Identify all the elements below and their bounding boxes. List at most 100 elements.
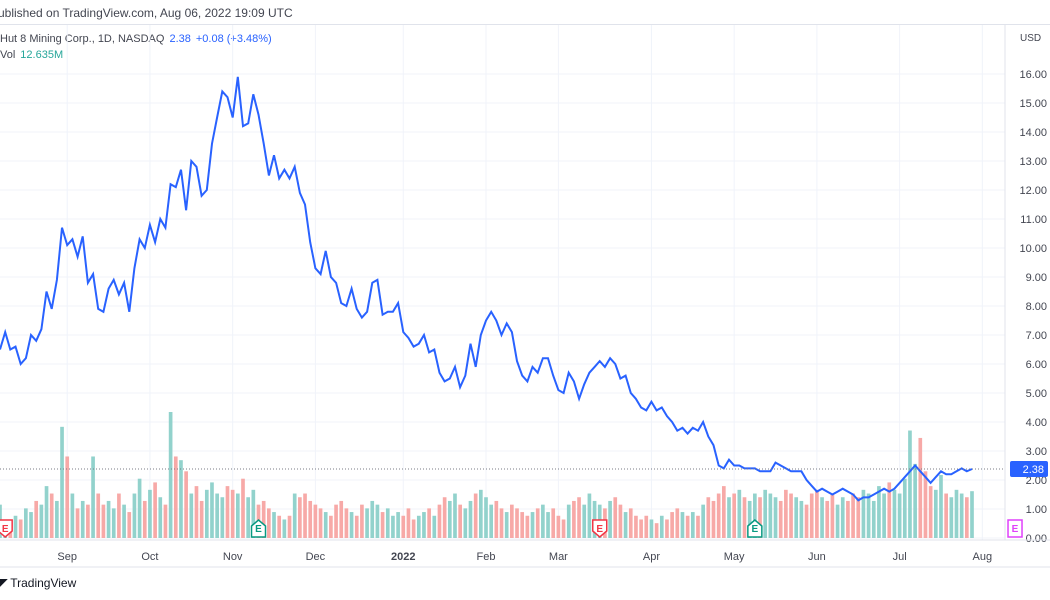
x-tick-label: 2022 xyxy=(391,551,415,563)
y-tick-label: 13.00 xyxy=(1019,156,1047,168)
symbol-name: Hut 8 Mining Corp., 1D, NASDAQ xyxy=(0,33,165,45)
y-tick-label: 5.00 xyxy=(1026,388,1047,400)
volume-bar xyxy=(184,471,188,538)
y-tick-label: 0.00 xyxy=(1026,533,1047,545)
volume-bar xyxy=(385,508,390,538)
earnings-label: E xyxy=(1012,524,1019,535)
earnings-marker-future: E xyxy=(1007,519,1023,538)
volume-bar xyxy=(794,497,799,538)
volume-bar xyxy=(535,508,540,538)
volume-bar xyxy=(313,504,318,538)
volume-bar xyxy=(665,519,669,538)
earnings-label: E xyxy=(752,524,759,535)
earnings-badge xyxy=(250,519,267,538)
volume-bar xyxy=(654,523,659,538)
volume-bar xyxy=(556,515,561,538)
y-tick-label: 7.00 xyxy=(1026,330,1047,342)
volume-bar xyxy=(701,504,705,538)
y-tick-label: 8.00 xyxy=(1026,301,1047,313)
y-tick-label: 14.00 xyxy=(1019,127,1047,139)
volume-bar xyxy=(60,426,64,538)
volume-bar xyxy=(918,437,923,538)
volume-bar xyxy=(272,512,276,538)
earnings-badge xyxy=(1007,519,1023,538)
volume-bar xyxy=(804,504,809,538)
volume-bar xyxy=(127,512,132,538)
volume-bar xyxy=(882,493,886,538)
logo-mark: ◤ xyxy=(0,576,8,590)
volume-bar xyxy=(871,500,876,538)
volume-bar xyxy=(199,500,204,538)
volume-bar xyxy=(86,504,90,538)
volume-bar xyxy=(39,504,44,538)
volume-bar xyxy=(820,497,824,538)
y-tick-label: 15.00 xyxy=(1019,98,1047,110)
y-tick-label: 3.00 xyxy=(1026,446,1047,458)
volume-bar xyxy=(55,500,59,538)
volume-bar xyxy=(65,456,70,538)
volume-bar xyxy=(897,493,902,538)
earnings-marker-red: E xyxy=(591,519,608,538)
volume-bar xyxy=(432,515,437,538)
volume-bar xyxy=(877,486,881,538)
earnings-badge xyxy=(0,519,13,538)
tradingview-logo[interactable]: ◤ TradingView xyxy=(0,576,76,590)
volume-bar xyxy=(835,504,840,538)
x-tick-label: Apr xyxy=(643,551,660,563)
price-line xyxy=(0,76,973,502)
earnings-badge xyxy=(591,519,608,538)
x-tick-label: Mar xyxy=(549,551,568,563)
volume-bar xyxy=(142,500,147,538)
volume-bar xyxy=(680,512,685,538)
volume-bar xyxy=(634,515,638,538)
volume-bar xyxy=(235,493,240,538)
divider xyxy=(0,24,1050,25)
volume-bar xyxy=(303,493,307,538)
volume-bar xyxy=(577,497,581,538)
volume-bar xyxy=(406,508,411,538)
volume-bar xyxy=(344,508,349,538)
y-tick-label: 9.00 xyxy=(1026,272,1047,284)
volume-bar xyxy=(230,489,235,538)
volume-bar xyxy=(137,478,142,538)
volume-bar xyxy=(504,512,509,538)
y-tick-label: 16.00 xyxy=(1019,69,1047,81)
volume-bar xyxy=(944,493,948,538)
last-price-badge xyxy=(1010,460,1048,477)
volume-bar xyxy=(670,512,674,538)
volume-bar xyxy=(846,500,850,538)
volume-bar xyxy=(453,493,457,538)
volume-bar xyxy=(587,493,592,538)
x-tick-label: May xyxy=(724,551,745,563)
volume-label: Vol xyxy=(0,49,16,61)
volume-bar xyxy=(463,508,468,538)
volume-bar xyxy=(168,412,173,538)
volume-bar xyxy=(163,504,168,538)
volume-bar xyxy=(261,500,266,538)
volume-bar xyxy=(158,497,163,538)
volume-bar xyxy=(515,508,519,538)
x-tick-label: Jun xyxy=(808,551,826,563)
volume-bar xyxy=(902,478,907,538)
volume-bar xyxy=(649,519,654,538)
volume-bar xyxy=(939,475,943,538)
earnings-label: E xyxy=(596,524,603,535)
volume-bar xyxy=(685,515,690,538)
x-tick-label: Aug xyxy=(973,551,993,563)
volume-bar xyxy=(628,508,633,538)
volume-bar xyxy=(380,512,385,538)
volume-bar xyxy=(173,456,178,538)
y-tick-label: 6.00 xyxy=(1026,359,1047,371)
volume-bar xyxy=(747,500,752,538)
volume-bar xyxy=(34,500,39,538)
volume-bar xyxy=(220,497,225,538)
price-change: +0.08 (+3.48%) xyxy=(195,33,272,45)
volume-bar xyxy=(510,504,514,538)
volume-bar xyxy=(561,519,566,538)
last-price: 2.38 xyxy=(169,33,191,45)
volume-bar xyxy=(830,493,835,538)
volume-bar xyxy=(696,515,700,538)
volume-bar xyxy=(572,500,576,538)
volume-bar xyxy=(768,493,773,538)
